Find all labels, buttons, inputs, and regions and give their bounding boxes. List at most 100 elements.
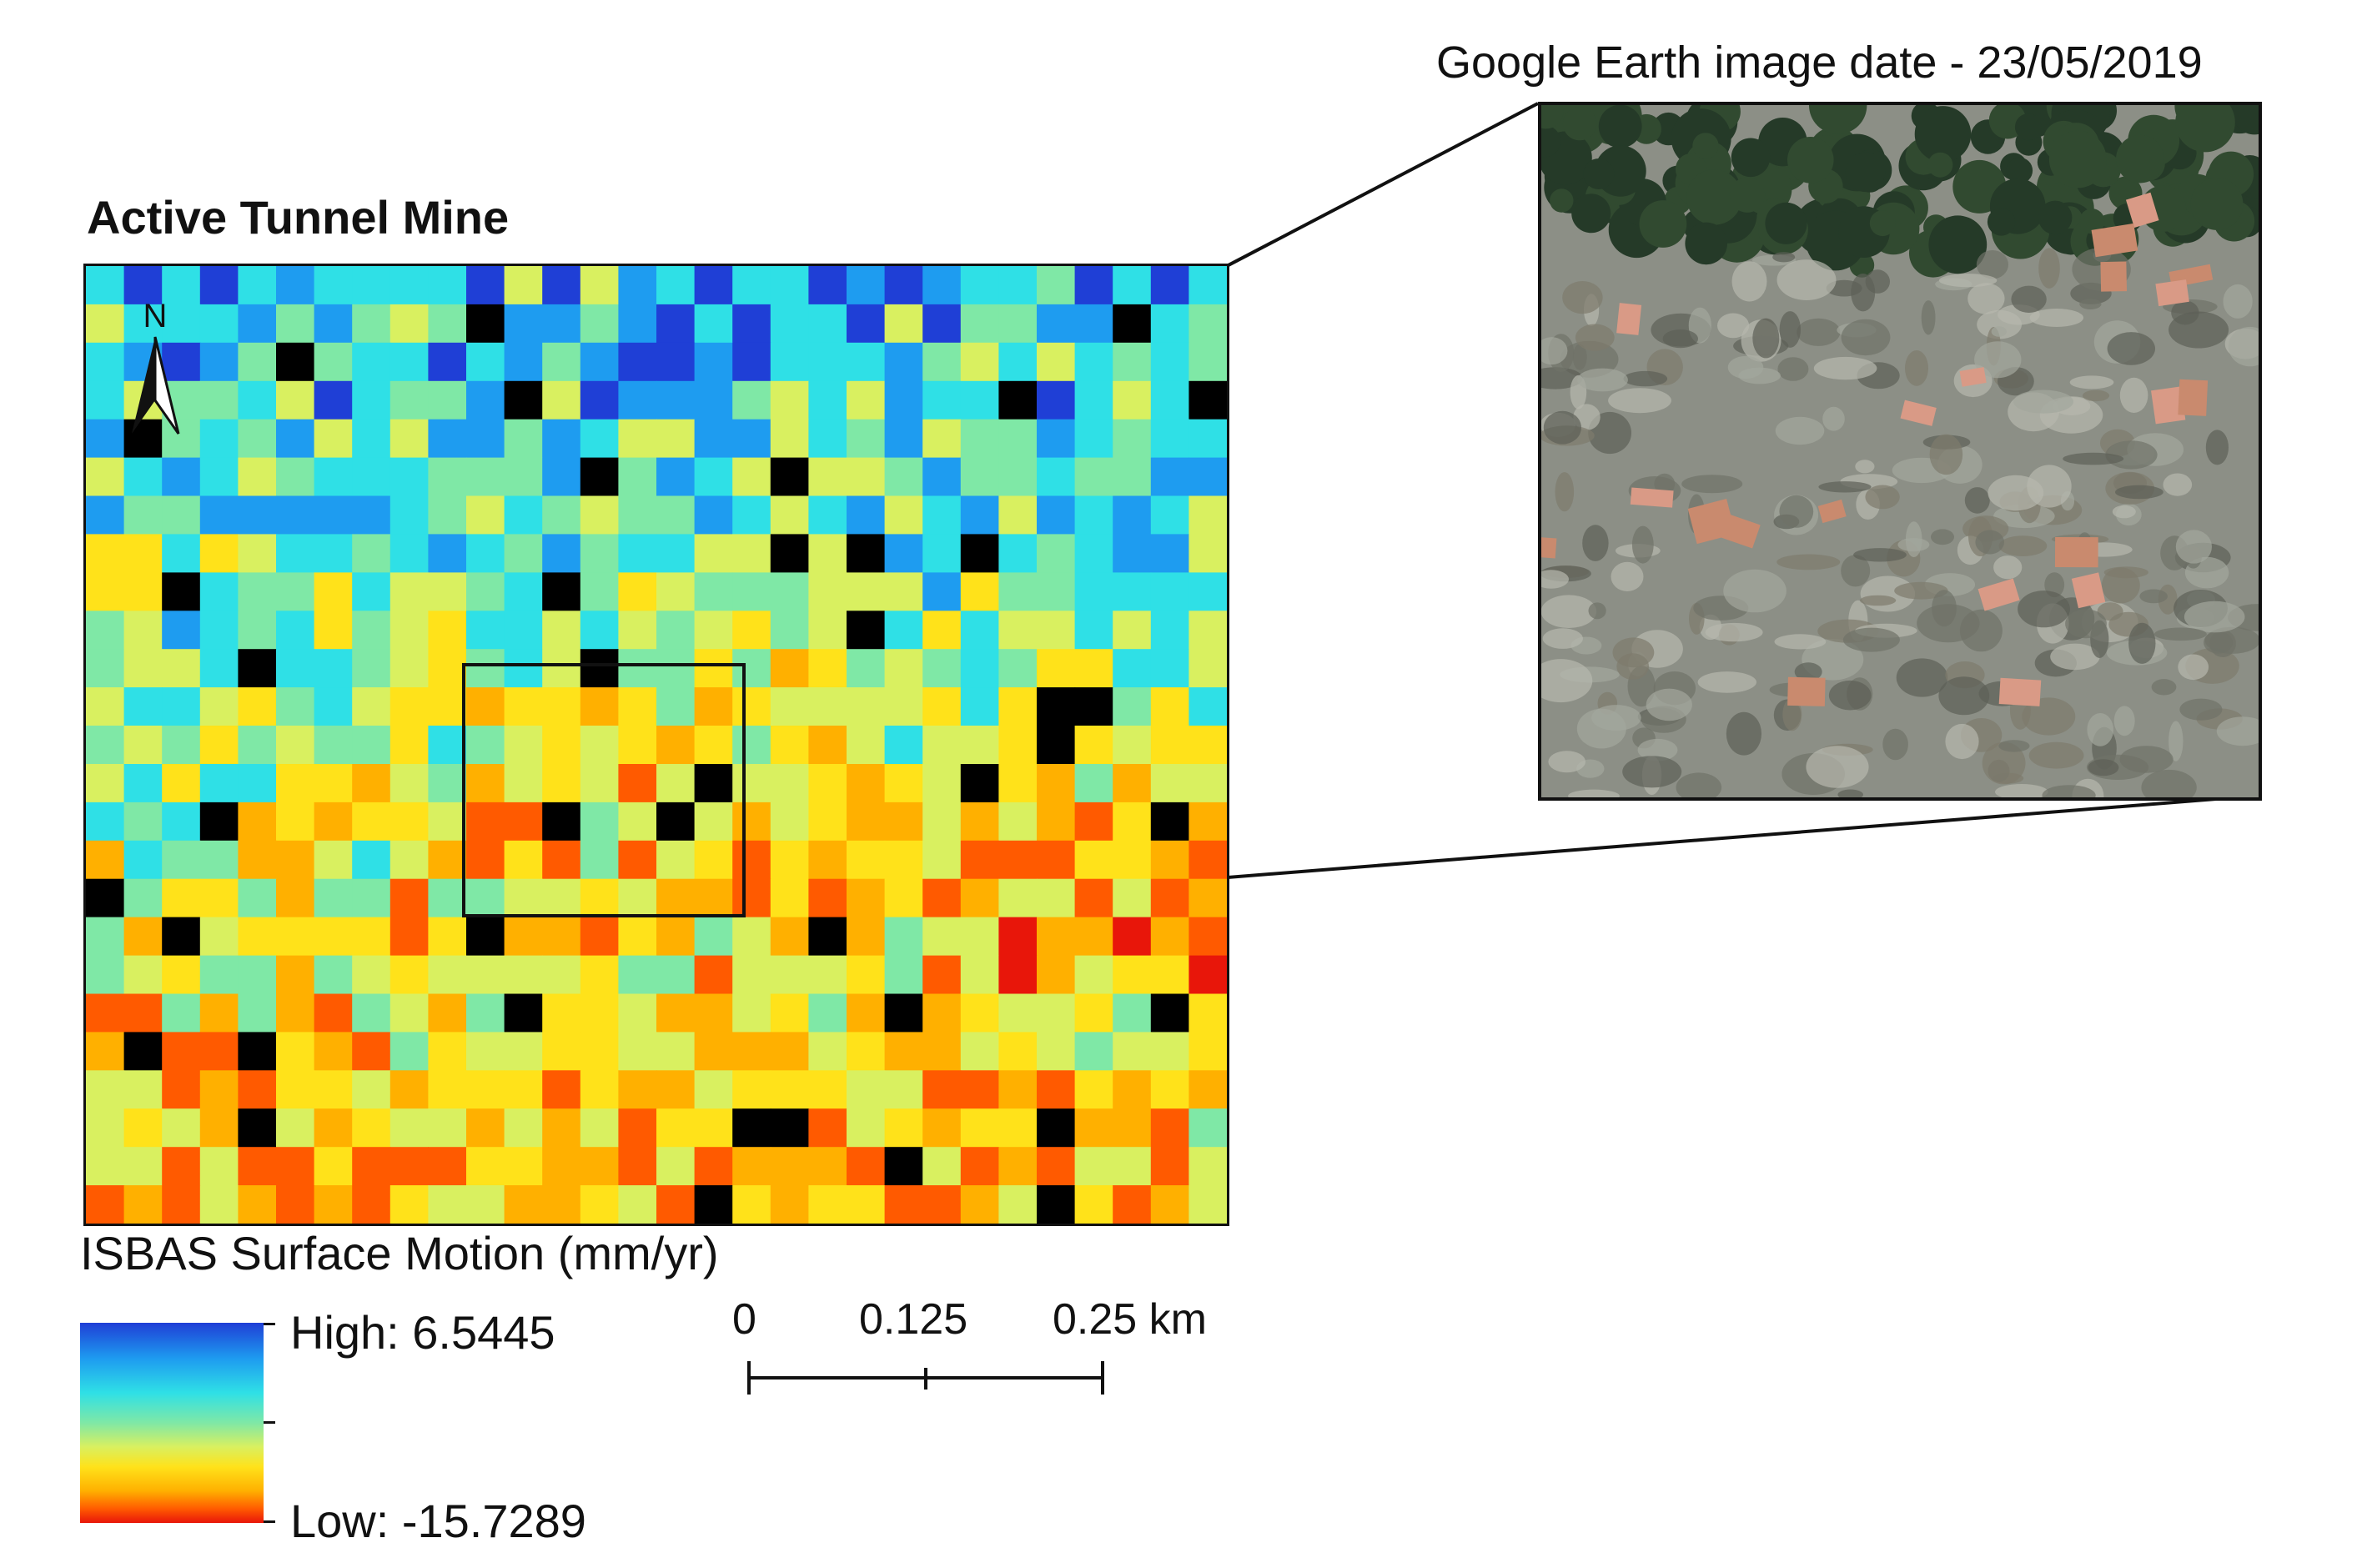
raster-cell bbox=[1113, 1185, 1152, 1224]
raster-cell bbox=[86, 380, 125, 420]
raster-cell bbox=[770, 764, 809, 803]
raster-cell bbox=[162, 534, 201, 573]
raster-cell bbox=[542, 495, 581, 535]
raster-cell bbox=[1189, 419, 1227, 459]
raster-cell bbox=[656, 840, 696, 880]
raster-cell bbox=[580, 649, 619, 688]
raster-cell bbox=[542, 840, 581, 880]
raster-cell bbox=[389, 380, 429, 420]
tree-canopy bbox=[2006, 157, 2033, 184]
raster-cell bbox=[694, 534, 733, 573]
raster-cell bbox=[1113, 1032, 1152, 1071]
raster-cell bbox=[770, 955, 809, 995]
tree-canopy bbox=[1845, 152, 1886, 193]
ground-patch bbox=[1608, 388, 1671, 414]
raster-cell bbox=[504, 764, 543, 803]
tree-canopy bbox=[1987, 208, 2016, 236]
raster-cell bbox=[884, 1032, 923, 1071]
raster-cell bbox=[389, 955, 429, 995]
raster-cell bbox=[960, 802, 999, 842]
raster-cell bbox=[162, 1108, 201, 1148]
raster-cell bbox=[656, 457, 696, 497]
raster-cell bbox=[542, 764, 581, 803]
ground-patch bbox=[2042, 785, 2096, 797]
raster-cell bbox=[123, 1108, 163, 1148]
raster-cell bbox=[618, 1185, 657, 1224]
scale-label-end: 0.25 km bbox=[1053, 1295, 1207, 1344]
raster-cell bbox=[1150, 726, 1189, 765]
raster-cell bbox=[238, 1032, 277, 1071]
raster-cell bbox=[352, 266, 391, 305]
raster-cell bbox=[162, 1147, 201, 1186]
ground-patch bbox=[2139, 589, 2168, 604]
raster-cell bbox=[884, 1147, 923, 1186]
raster-cell bbox=[580, 1147, 619, 1186]
raster-cell bbox=[1150, 266, 1189, 305]
raster-cell bbox=[314, 878, 353, 918]
raster-cell bbox=[808, 304, 847, 344]
raster-cell bbox=[998, 840, 1038, 880]
raster-cell bbox=[770, 266, 809, 305]
raster-cell bbox=[1074, 304, 1113, 344]
raster-cell bbox=[276, 572, 315, 611]
legend-high-label: High: 6.5445 bbox=[290, 1306, 555, 1359]
raster-cell bbox=[847, 1108, 886, 1148]
raster-cell bbox=[199, 380, 239, 420]
raster-cell bbox=[694, 495, 733, 535]
raster-cell bbox=[847, 878, 886, 918]
raster-cell bbox=[808, 878, 847, 918]
ground-patch bbox=[1541, 337, 1568, 365]
raster-cell bbox=[960, 419, 999, 459]
raster-cell bbox=[847, 1032, 886, 1071]
raster-cell bbox=[998, 457, 1038, 497]
raster-cell bbox=[389, 611, 429, 650]
raster-cell bbox=[884, 878, 923, 918]
raster-cell bbox=[428, 266, 467, 305]
ground-patch bbox=[1775, 416, 1825, 445]
raster-cell bbox=[732, 304, 771, 344]
raster-cell bbox=[580, 534, 619, 573]
scale-bar bbox=[747, 1361, 1104, 1395]
raster-cell bbox=[580, 1185, 619, 1224]
raster-cell bbox=[542, 802, 581, 842]
raster-cell bbox=[618, 802, 657, 842]
raster-cell bbox=[694, 304, 733, 344]
raster-cell bbox=[389, 993, 429, 1033]
tree-canopy bbox=[2175, 105, 2235, 153]
raster-cell bbox=[694, 266, 733, 305]
raster-cell bbox=[770, 840, 809, 880]
raster-cell bbox=[998, 380, 1038, 420]
raster-cell bbox=[1074, 342, 1113, 382]
isbas-raster-map bbox=[83, 264, 1229, 1226]
raster-cell bbox=[162, 342, 201, 382]
raster-cell bbox=[618, 878, 657, 918]
raster-cell bbox=[199, 802, 239, 842]
raster-cell bbox=[428, 878, 467, 918]
raster-cell bbox=[352, 649, 391, 688]
raster-cell bbox=[352, 1108, 391, 1148]
raster-cell bbox=[1150, 687, 1189, 726]
raster-cell bbox=[1189, 572, 1227, 611]
ground-patch bbox=[1752, 318, 1780, 359]
raster-cell bbox=[884, 1108, 923, 1148]
raster-cell bbox=[1074, 878, 1113, 918]
raster-cell bbox=[199, 955, 239, 995]
raster-cell bbox=[428, 955, 467, 995]
raster-cell bbox=[1113, 993, 1152, 1033]
raster-cell bbox=[847, 764, 886, 803]
ground-patch bbox=[1794, 662, 1822, 681]
tree-canopy bbox=[1639, 200, 1687, 248]
building-roof bbox=[1616, 303, 1642, 335]
raster-cell bbox=[276, 993, 315, 1033]
raster-cell bbox=[1113, 611, 1152, 650]
north-label: N bbox=[143, 298, 168, 334]
raster-cell bbox=[1037, 457, 1076, 497]
ground-patch bbox=[1697, 671, 1756, 693]
raster-cell bbox=[580, 764, 619, 803]
raster-cell bbox=[1150, 1032, 1189, 1071]
raster-cell bbox=[656, 1032, 696, 1071]
raster-cell bbox=[314, 917, 353, 957]
ground-patch bbox=[1541, 595, 1597, 628]
raster-cell bbox=[618, 534, 657, 573]
raster-cell bbox=[542, 572, 581, 611]
